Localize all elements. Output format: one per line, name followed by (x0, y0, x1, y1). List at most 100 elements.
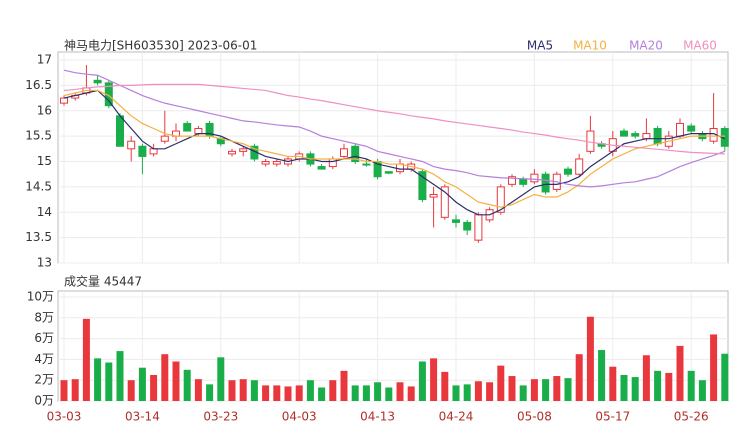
ma-line (63, 69, 726, 188)
volume-bar (508, 376, 516, 401)
y-tick-label: 13 (37, 256, 52, 270)
candle-body (530, 173, 539, 183)
volume-bar (698, 380, 706, 401)
y-tick-label: 16 (37, 103, 52, 117)
volume-bar (586, 316, 594, 401)
volume-bar (340, 370, 348, 401)
candle-body (60, 97, 68, 104)
volume-title: 成交量 45447 (64, 274, 142, 289)
y-tick-label: 17 (37, 53, 52, 67)
chart-title: 神马电力[SH603530] 2023-06-01 (64, 39, 257, 53)
candle-body (452, 219, 460, 223)
volume-bar (474, 381, 482, 401)
volume-bar (721, 353, 729, 401)
candle-body (687, 125, 696, 132)
y-tick-label: 2万 (34, 373, 54, 387)
candle-body (127, 140, 136, 150)
volume-bar (642, 355, 650, 401)
volume-bar (228, 380, 236, 401)
volume-bar (687, 370, 695, 401)
volume-bar (329, 380, 337, 401)
candle-body (272, 161, 281, 165)
volume-bar (273, 385, 281, 401)
volume-bar (564, 378, 572, 401)
volume-bar (318, 387, 326, 401)
y-tick-label: 15.5 (25, 129, 52, 143)
candle-body (228, 150, 236, 155)
volume-bar (609, 366, 617, 401)
candle-body (194, 128, 203, 135)
y-tick-label: 4万 (34, 352, 54, 366)
candle-body (340, 148, 348, 157)
volume-bar (362, 385, 370, 401)
candle-body (631, 133, 640, 137)
candle-body (362, 163, 371, 166)
volume-bar (430, 358, 438, 401)
volume-bar (172, 361, 180, 401)
candle-body (642, 133, 651, 140)
candle-body (138, 145, 147, 157)
legend-label: MA60 (683, 39, 717, 53)
volume-bar (418, 361, 426, 401)
volume-bar (452, 385, 460, 401)
volume-bar (463, 384, 471, 401)
volume-bar (497, 365, 505, 401)
volume-bar (654, 370, 662, 401)
candle-body (676, 122, 684, 137)
volume-bar (138, 367, 146, 401)
candle-body (508, 176, 516, 185)
volume-bar (575, 354, 583, 401)
volume-bar (486, 382, 494, 401)
volume-bar (710, 334, 718, 401)
x-tick-label: 04-13 (360, 410, 395, 424)
legend-label: MA20 (629, 39, 663, 53)
x-tick-label: 03-14 (125, 410, 160, 424)
volume-bar (598, 350, 606, 401)
y-tick-label: 14.5 (25, 179, 52, 193)
x-tick-label: 05-26 (674, 410, 709, 424)
y-tick-label: 15 (37, 154, 52, 168)
volume-bar (553, 376, 561, 401)
volume-bar (150, 375, 158, 401)
y-tick-label: 13.5 (25, 230, 52, 244)
y-tick-label: 8万 (34, 310, 54, 324)
volume-bar (306, 380, 314, 401)
legend-label: MA10 (573, 39, 607, 53)
volume-bar (396, 382, 404, 401)
candle-body (474, 214, 483, 241)
y-tick-label: 10万 (27, 290, 54, 304)
volume-bar (519, 385, 527, 401)
candle-body (149, 148, 158, 155)
legend-label: MA5 (527, 39, 553, 53)
candle-body (564, 168, 572, 175)
ma-line (63, 89, 726, 216)
volume-bar (60, 380, 68, 401)
candle-body (328, 158, 337, 168)
candle-body (653, 128, 662, 145)
candle-body (620, 130, 628, 137)
volume-bar (183, 369, 191, 401)
volume-bar (676, 345, 684, 401)
candle-body (116, 115, 124, 147)
volume-bar (217, 357, 225, 401)
volume-bar (116, 351, 124, 401)
price-frame (57, 51, 729, 264)
x-tick-label: 04-03 (282, 410, 317, 424)
candle-body (463, 221, 472, 231)
x-tick-label: 05-08 (517, 410, 552, 424)
volume-bar (351, 385, 359, 401)
volume-bar (194, 379, 202, 401)
volume-bar (284, 386, 292, 401)
candle-body (418, 171, 427, 201)
volume-bar (250, 380, 258, 401)
candle-body (93, 79, 102, 84)
candle-body (429, 193, 438, 198)
x-tick-label: 03-03 (47, 410, 82, 424)
volume-bar (631, 377, 639, 401)
candle-body (160, 135, 169, 142)
candle-body (239, 148, 248, 152)
y-tick-label: 16.5 (25, 78, 52, 92)
ma-line (63, 89, 725, 208)
candle-body (541, 173, 550, 193)
